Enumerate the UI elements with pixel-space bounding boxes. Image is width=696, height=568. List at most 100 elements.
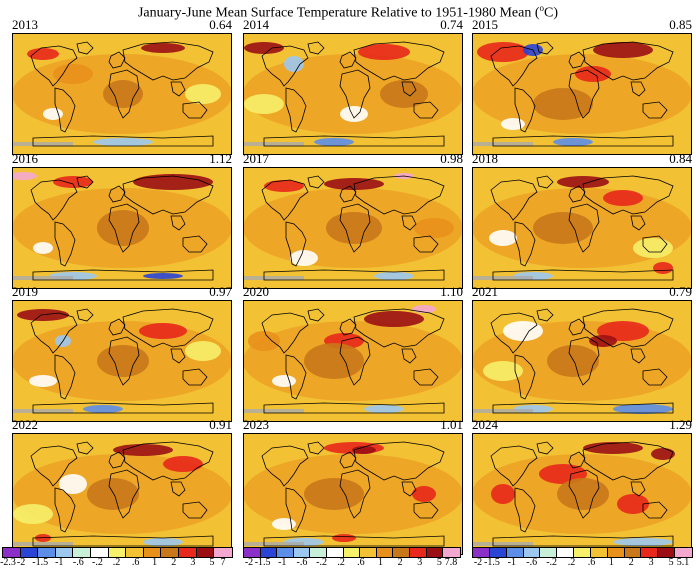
tick-label: 5.1 bbox=[676, 557, 690, 568]
tick-label: -2.3 bbox=[0, 557, 16, 568]
color-swatch bbox=[557, 548, 575, 557]
tick-label: -2 bbox=[244, 557, 254, 568]
temperature-anomaly-map bbox=[12, 167, 232, 289]
tick-label: .6 bbox=[131, 557, 140, 568]
panel-year-label: 2018 bbox=[472, 151, 498, 166]
panel-year-label: 2014 bbox=[243, 17, 269, 32]
color-swatch bbox=[55, 548, 74, 557]
color-swatch bbox=[143, 548, 162, 557]
temperature-anomaly-map bbox=[243, 33, 463, 155]
temperature-anomaly-map bbox=[472, 33, 692, 155]
map-panel-2014: 2014 0.74 bbox=[243, 18, 463, 156]
map-panel-2020: 2020 1.10 bbox=[243, 285, 463, 423]
panel-global-mean-value: 0.98 bbox=[440, 151, 463, 166]
panel-global-mean-value: 0.74 bbox=[440, 17, 463, 32]
tick-label: -1.5 bbox=[32, 557, 49, 568]
color-swatch bbox=[540, 548, 558, 557]
tick-label: 3 bbox=[190, 557, 196, 568]
panel-global-mean-value: 0.64 bbox=[209, 17, 232, 32]
tick-label: .6 bbox=[357, 557, 365, 568]
color-swatch bbox=[38, 548, 56, 557]
panel-year-label: 2023 bbox=[243, 417, 269, 432]
tick-label: -1 bbox=[278, 557, 287, 568]
panel-year-label: 2024 bbox=[472, 417, 498, 432]
map-panel-2022: 2022 0.91 bbox=[12, 418, 232, 556]
color-swatch bbox=[506, 548, 524, 557]
map-panel-2021: 2021 0.79 bbox=[472, 285, 692, 423]
temperature-anomaly-map bbox=[12, 33, 232, 155]
color-swatch bbox=[293, 548, 311, 557]
panel-year-label: 2021 bbox=[472, 284, 498, 299]
color-swatch bbox=[3, 548, 21, 557]
map-panel-2024: 2024 1.29 bbox=[472, 418, 692, 556]
panel-global-mean-value: 1.01 bbox=[440, 417, 463, 432]
color-swatch bbox=[443, 548, 460, 557]
color-swatch bbox=[214, 548, 232, 557]
color-swatch bbox=[73, 548, 92, 557]
color-swatch bbox=[108, 548, 127, 557]
tick-label: -.6 bbox=[296, 557, 308, 568]
color-swatch bbox=[523, 548, 541, 557]
color-swatch bbox=[426, 548, 444, 557]
map-panel-2015: 2015 0.85 bbox=[472, 18, 692, 156]
color-swatch bbox=[624, 548, 642, 557]
tick-label: 5 bbox=[436, 557, 442, 568]
tick-label: .2 bbox=[567, 557, 576, 568]
panel-year-label: 2020 bbox=[243, 284, 269, 299]
tick-label: -.6 bbox=[526, 557, 538, 568]
panel-year-label: 2019 bbox=[12, 284, 38, 299]
tick-label: 7 bbox=[220, 557, 226, 568]
panel-global-mean-value: 0.85 bbox=[669, 17, 692, 32]
tick-label: -1 bbox=[55, 557, 64, 568]
tick-label: 2 bbox=[628, 557, 634, 568]
color-scale-bar bbox=[243, 547, 461, 558]
map-panel-2019: 2019 0.97 bbox=[12, 285, 232, 423]
color-swatch bbox=[360, 548, 377, 557]
color-swatch bbox=[260, 548, 278, 557]
tick-label: 1 bbox=[152, 557, 158, 568]
tick-label: 3 bbox=[417, 557, 423, 568]
color-swatch bbox=[310, 548, 328, 557]
tick-label: -1.5 bbox=[483, 557, 500, 568]
tick-label: -.2 bbox=[91, 557, 103, 568]
tick-label: -1 bbox=[507, 557, 516, 568]
tick-label: -2 bbox=[16, 557, 26, 568]
map-panel-2023: 2023 1.01 bbox=[243, 418, 463, 556]
tick-label: -.2 bbox=[546, 557, 558, 568]
temperature-anomaly-map bbox=[243, 433, 463, 555]
map-panel-2016: 2016 1.12 bbox=[12, 152, 232, 290]
temperature-anomaly-map bbox=[243, 300, 463, 422]
color-swatch bbox=[20, 548, 39, 557]
temperature-anomaly-map bbox=[12, 300, 232, 422]
color-swatch bbox=[641, 548, 659, 557]
panel-global-mean-value: 1.12 bbox=[209, 151, 232, 166]
color-scale-ticks: -2.3 -2 -1.5 -1 -.6 -.2 .2 .6 1 2 3 5 7 bbox=[0, 557, 231, 568]
tick-label: .6 bbox=[587, 557, 596, 568]
tick-label: 2 bbox=[397, 557, 403, 568]
map-panel-2013: 2013 0.64 bbox=[12, 18, 232, 156]
panel-global-mean-value: 1.29 bbox=[669, 417, 692, 432]
map-panel-2017: 2017 0.98 bbox=[243, 152, 463, 290]
tick-label: 3 bbox=[648, 557, 654, 568]
color-swatch bbox=[574, 548, 591, 557]
color-scale-ticks: -2 -1.5 -1 -.6 -.2 .2 .6 1 2 3 5 7.8 bbox=[243, 558, 459, 568]
color-swatch bbox=[91, 548, 109, 557]
panel-year-label: 2022 bbox=[12, 417, 38, 432]
panel-year-label: 2016 bbox=[12, 151, 38, 166]
panel-global-mean-value: 0.91 bbox=[209, 417, 232, 432]
tick-label: -.6 bbox=[72, 557, 84, 568]
panel-year-label: 2013 bbox=[12, 17, 38, 32]
color-scale-ticks: -2 -1.5 -1 -.6 -.2 .2 .6 1 2 3 5 5.1 bbox=[472, 558, 691, 568]
tick-label: .2 bbox=[112, 557, 121, 568]
color-swatch bbox=[244, 548, 261, 557]
color-swatch bbox=[658, 548, 676, 557]
color-swatch bbox=[607, 548, 625, 557]
temperature-anomaly-map bbox=[243, 167, 463, 289]
tick-label: 7.8 bbox=[444, 557, 458, 568]
panel-global-mean-value: 0.97 bbox=[209, 284, 232, 299]
color-swatch bbox=[179, 548, 197, 557]
temperature-anomaly-map bbox=[472, 167, 692, 289]
color-swatch bbox=[277, 548, 294, 557]
map-panel-2018: 2018 0.84 bbox=[472, 152, 692, 290]
color-swatch bbox=[196, 548, 215, 557]
